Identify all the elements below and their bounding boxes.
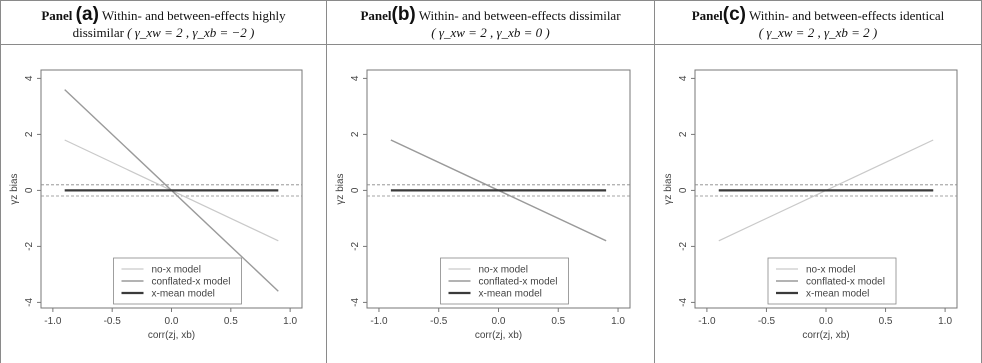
chart-c: -1.0 -0.5 0.0 0.5 1.0 4 2 0 -2 -4 corr(zj, xb) γz b… [663,69,958,341]
panel-prefix: Panel [41,8,73,23]
x-tick-label: -1.0 [370,316,388,327]
x-axis-label: corr(zj, xb) [148,330,195,341]
chart-a: -1.0 -0.5 0.0 0.5 1.0 4 2 0 -2 -4 corr(zj, xb) γz b… [9,69,303,341]
panel-description: Within- and between-effects highly [101,8,286,23]
x-tick-label: -0.5 [758,316,776,327]
y-tick-label: 2 [350,131,361,137]
x-axis-label: corr(zj, xb) [802,330,849,341]
y-tick-label: -4 [350,298,361,307]
x-tick-label: -1.0 [44,316,62,327]
x-tick-label: 0.0 [165,316,179,327]
y-tick-label: 4 [678,75,689,81]
panel-b: Panel(b) Within- and between-effects dis… [327,0,654,363]
top-border [0,0,982,1]
left-border [0,0,1,363]
legend-label: no-x model [152,265,201,276]
y-tick-label: -2 [678,242,689,251]
legend-label: no-x model [479,265,528,276]
panel-letter: (c) [722,4,747,25]
y-tick-label: -4 [678,298,689,307]
y-tick-label: 0 [678,187,689,193]
divider-ab [326,0,327,363]
legend-label: x-mean model [479,289,542,300]
x-tick-label: 0.0 [819,316,833,327]
panel-description-2: dissimilar [72,25,124,40]
y-tick-label: 0 [24,187,35,193]
x-tick-label: -1.0 [698,316,716,327]
y-tick-label: -2 [24,242,35,251]
chart-b: -1.0 -0.5 0.0 0.5 1.0 4 2 0 -2 -4 corr(zj, xb) γz b… [335,69,631,341]
panel-description: Within- and between-effects dissimilar [418,8,621,23]
panel-prefix: Panel [691,8,723,23]
panel-params: ( γ_xw = 2 , γ_xb = 2 ) [758,25,878,40]
panel-header: Panel(b) Within- and between-effects dis… [327,4,654,41]
x-tick-label: 0.5 [551,316,565,327]
legend-label: x-mean model [806,289,869,300]
y-tick-label: 0 [350,187,361,193]
panel-header: Panel(c) Within- and between-effects ide… [655,4,981,41]
x-tick-label: -0.5 [104,316,122,327]
panel-letter: (b) [391,4,416,25]
y-tick-label: 4 [24,75,35,81]
y-tick-label: 2 [24,131,35,137]
header-divider [0,44,982,45]
panel-params: ( γ_xw = 2 , γ_xb = 0 ) [431,25,550,40]
legend-label: conflated-x model [152,277,231,288]
x-tick-label: 0.5 [879,316,893,327]
x-tick-label: 1.0 [283,316,297,327]
panel-a: Panel (a) Within- and between-effects hi… [1,0,326,363]
legend-label: conflated-x model [479,277,558,288]
x-axis-label: corr(zj, xb) [475,330,522,341]
x-tick-label: -0.5 [430,316,448,327]
y-axis-label: γz bias [335,173,346,204]
x-tick-label: 1.0 [611,316,625,327]
panel-description: Within- and between-effects identical [749,8,945,23]
divider-bc [654,0,655,363]
y-tick-label: -4 [24,298,35,307]
panel-c: Panel(c) Within- and between-effects ide… [655,0,981,363]
x-tick-label: 1.0 [938,316,952,327]
legend-label: conflated-x model [806,277,885,288]
x-tick-label: 0.5 [224,316,238,327]
legend-label: no-x model [806,265,855,276]
y-axis-label: γz bias [663,173,674,204]
legend-label: x-mean model [152,289,215,300]
x-tick-label: 0.0 [492,316,506,327]
panel-params: ( γ_xw = 2 , γ_xb = −2 ) [127,25,255,40]
y-tick-label: 2 [678,131,689,137]
panel-header: Panel (a) Within- and between-effects hi… [1,4,326,41]
y-tick-label: 4 [350,75,361,81]
panel-letter: (a) [75,4,99,25]
y-tick-label: -2 [350,242,361,251]
panel-prefix: Panel [360,8,392,23]
y-axis-label: γz bias [9,173,20,204]
